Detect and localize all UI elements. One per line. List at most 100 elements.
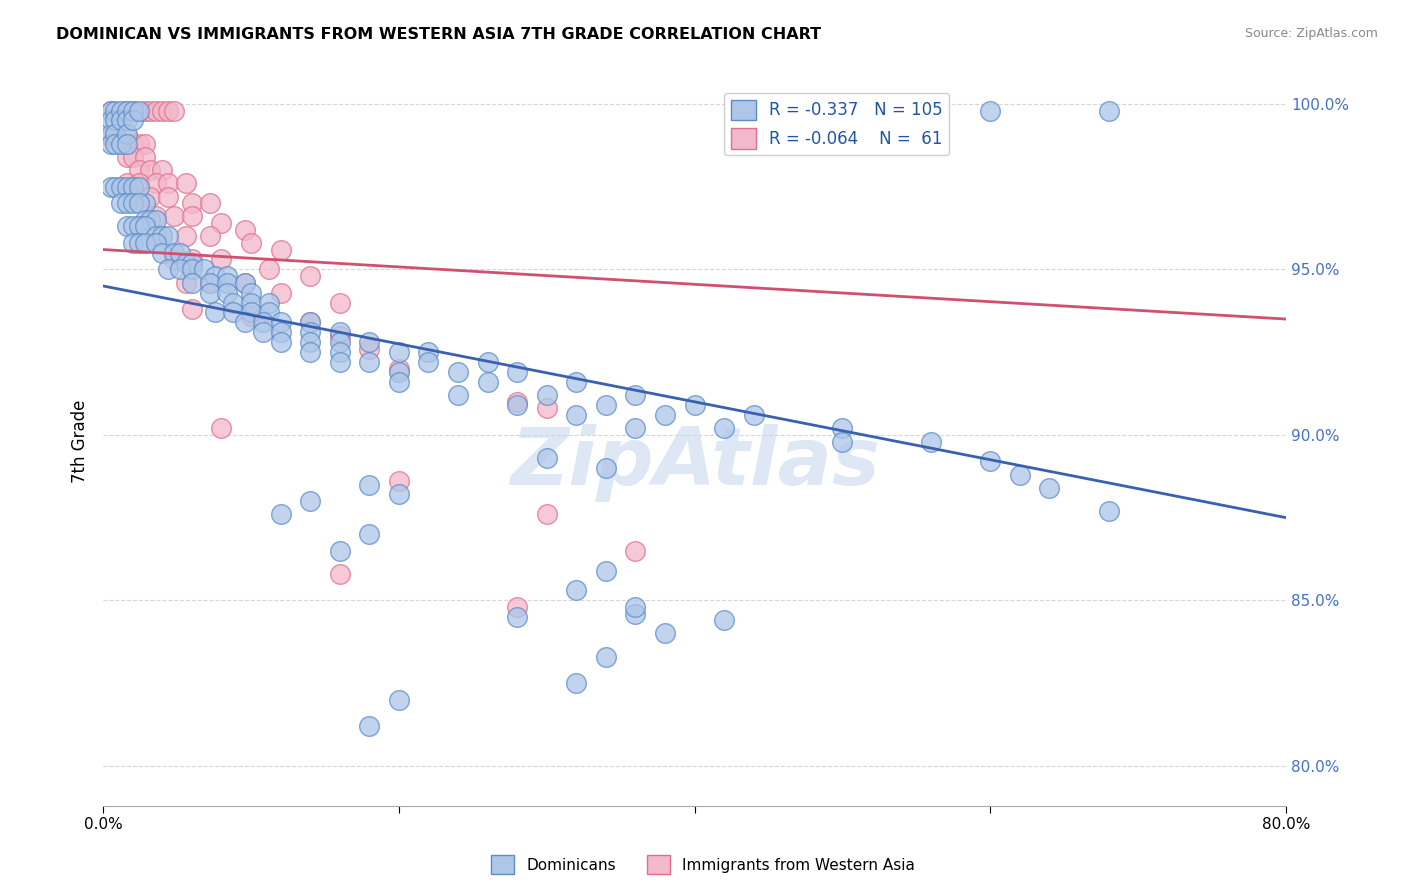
Point xyxy=(145,103,167,118)
Point xyxy=(134,196,156,211)
Point xyxy=(217,285,239,300)
Point xyxy=(477,375,499,389)
Point xyxy=(139,212,162,227)
Point xyxy=(104,130,127,145)
Point xyxy=(150,229,173,244)
Point xyxy=(595,649,617,664)
Point xyxy=(115,196,138,211)
Point xyxy=(128,163,150,178)
Point xyxy=(121,103,143,118)
Point xyxy=(128,136,150,151)
Point xyxy=(104,127,127,141)
Point xyxy=(299,494,322,508)
Point xyxy=(1097,504,1119,518)
Point xyxy=(128,177,150,191)
Point xyxy=(388,345,411,359)
Point xyxy=(654,626,676,640)
Point xyxy=(270,326,292,340)
Point xyxy=(157,103,180,118)
Point xyxy=(110,196,132,211)
Point xyxy=(180,252,202,267)
Point xyxy=(683,398,706,412)
Point xyxy=(299,345,322,359)
Point xyxy=(115,136,138,151)
Text: Source: ZipAtlas.com: Source: ZipAtlas.com xyxy=(1244,27,1378,40)
Point xyxy=(115,219,138,234)
Point xyxy=(506,600,529,615)
Point xyxy=(979,454,1001,468)
Point xyxy=(713,421,735,435)
Point xyxy=(174,229,197,244)
Point xyxy=(536,401,558,416)
Point xyxy=(157,189,180,203)
Point xyxy=(110,113,132,128)
Point xyxy=(359,355,381,369)
Point xyxy=(222,305,245,319)
Point xyxy=(157,262,180,277)
Point xyxy=(174,276,197,290)
Point xyxy=(329,566,352,581)
Point xyxy=(565,583,588,598)
Point xyxy=(198,276,221,290)
Point xyxy=(134,219,156,234)
Point xyxy=(257,295,280,310)
Point xyxy=(104,136,127,151)
Text: DOMINICAN VS IMMIGRANTS FROM WESTERN ASIA 7TH GRADE CORRELATION CHART: DOMINICAN VS IMMIGRANTS FROM WESTERN ASI… xyxy=(56,27,821,42)
Point xyxy=(121,219,143,234)
Point xyxy=(506,394,529,409)
Point xyxy=(145,177,167,191)
Point xyxy=(388,375,411,389)
Point xyxy=(180,302,202,317)
Point xyxy=(920,434,942,449)
Point xyxy=(388,475,411,489)
Point xyxy=(233,315,256,329)
Point xyxy=(270,315,292,329)
Point xyxy=(193,262,215,277)
Point xyxy=(115,103,138,118)
Point xyxy=(831,434,853,449)
Point xyxy=(299,335,322,350)
Point xyxy=(100,136,122,151)
Point xyxy=(180,262,202,277)
Point xyxy=(979,103,1001,118)
Point xyxy=(150,229,173,244)
Point xyxy=(240,305,263,319)
Point xyxy=(198,276,221,290)
Point xyxy=(169,245,191,260)
Point xyxy=(359,477,381,491)
Point xyxy=(198,229,221,244)
Point xyxy=(100,127,122,141)
Point xyxy=(110,136,132,151)
Point xyxy=(204,268,226,283)
Point xyxy=(222,295,245,310)
Point xyxy=(104,179,127,194)
Legend: Dominicans, Immigrants from Western Asia: Dominicans, Immigrants from Western Asia xyxy=(485,849,921,880)
Point xyxy=(240,285,263,300)
Point xyxy=(163,252,186,267)
Point xyxy=(115,179,138,194)
Point xyxy=(233,223,256,237)
Point xyxy=(329,335,352,350)
Point xyxy=(299,326,322,340)
Point xyxy=(506,398,529,412)
Point xyxy=(134,150,156,164)
Point xyxy=(359,342,381,356)
Point xyxy=(150,163,173,178)
Point xyxy=(299,315,322,329)
Point xyxy=(595,461,617,475)
Point xyxy=(359,527,381,541)
Point xyxy=(169,262,191,277)
Point xyxy=(1038,481,1060,495)
Point xyxy=(180,210,202,224)
Point xyxy=(157,177,180,191)
Point xyxy=(198,196,221,211)
Point xyxy=(418,355,440,369)
Point xyxy=(115,103,138,118)
Point xyxy=(713,613,735,627)
Point xyxy=(163,245,186,260)
Point xyxy=(831,421,853,435)
Point xyxy=(134,212,156,227)
Point xyxy=(624,543,647,558)
Point xyxy=(180,256,202,270)
Point xyxy=(145,212,167,227)
